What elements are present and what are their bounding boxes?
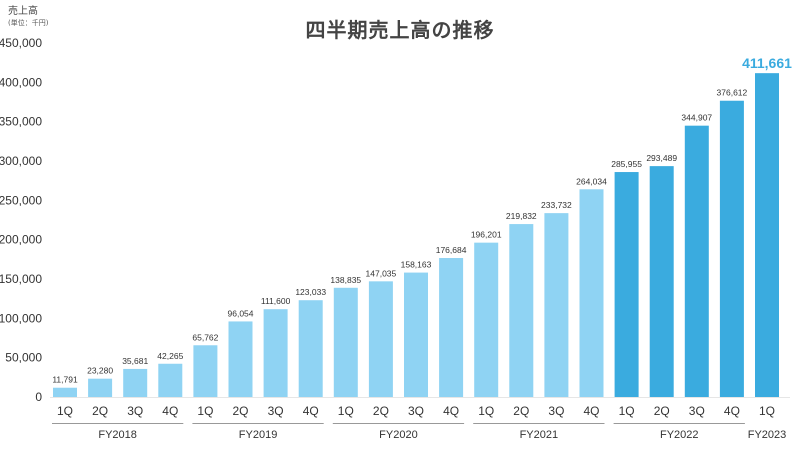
value-label: 35,681 <box>122 356 148 366</box>
y-tick-label: 250,000 <box>0 193 42 207</box>
bar <box>649 166 674 397</box>
category-label: 4Q <box>303 404 319 418</box>
bar <box>298 300 323 397</box>
y-axis-unit: (単位：千円) <box>8 18 49 27</box>
y-tick-label: 350,000 <box>0 115 42 129</box>
bar <box>88 378 113 397</box>
category-label: 2Q <box>92 404 108 418</box>
bar <box>684 125 709 397</box>
category-label: 3Q <box>268 404 284 418</box>
category-label: 2Q <box>232 404 248 418</box>
value-label: 285,955 <box>611 159 642 169</box>
category-label: 3Q <box>689 404 705 418</box>
category-label: 4Q <box>443 404 459 418</box>
category-label: 1Q <box>197 404 213 418</box>
y-tick-label: 300,000 <box>0 154 42 168</box>
bar <box>263 309 288 397</box>
category-label: 4Q <box>724 404 740 418</box>
value-label: 23,280 <box>87 366 113 376</box>
category-label: 4Q <box>583 404 599 418</box>
value-label: 293,489 <box>646 153 677 163</box>
bar <box>53 387 77 397</box>
value-label: 376,612 <box>717 88 748 98</box>
fiscal-year-label: FY2019 <box>239 429 278 441</box>
bar <box>193 345 218 397</box>
y-tick-label: 450,000 <box>0 36 42 50</box>
value-label: 138,835 <box>330 275 361 285</box>
bar <box>158 363 183 397</box>
value-label: 96,054 <box>228 308 254 318</box>
chart-title: 四半期売上高の推移 <box>305 18 495 42</box>
fiscal-year-label: FY2023 <box>748 429 787 441</box>
category-label: 1Q <box>619 404 635 418</box>
value-label: 344,907 <box>681 113 712 123</box>
category-label: 1Q <box>57 404 73 418</box>
fiscal-year-label: FY2018 <box>98 429 137 441</box>
value-label: 219,832 <box>506 211 537 221</box>
value-label: 158,163 <box>401 260 432 270</box>
y-tick-label: 150,000 <box>0 272 42 286</box>
bar <box>579 189 604 397</box>
value-label: 111,600 <box>261 296 291 306</box>
category-label: 3Q <box>548 404 564 418</box>
category-label: 2Q <box>654 404 670 418</box>
bar <box>509 224 534 397</box>
value-label: 233,732 <box>541 200 572 210</box>
value-label: 176,684 <box>436 245 467 255</box>
y-tick-label: 200,000 <box>0 233 42 247</box>
category-label: 4Q <box>162 404 178 418</box>
y-tick-label: 100,000 <box>0 311 42 325</box>
value-label-latest: 411,661 <box>742 55 792 71</box>
fiscal-year-label: FY2021 <box>520 429 559 441</box>
bar <box>228 321 253 397</box>
bar <box>333 287 358 397</box>
value-label: 42,265 <box>157 351 183 361</box>
category-label: 3Q <box>408 404 424 418</box>
y-tick-label: 0 <box>35 390 42 404</box>
bar <box>719 100 744 397</box>
category-label: 1Q <box>478 404 494 418</box>
bar <box>123 368 148 397</box>
fiscal-year-label: FY2022 <box>660 429 699 441</box>
category-label: 1Q <box>759 404 775 418</box>
value-label: 147,035 <box>366 268 397 278</box>
value-label: 196,201 <box>471 230 502 240</box>
value-label: 65,762 <box>192 332 218 342</box>
fiscal-year-label: FY2020 <box>379 429 418 441</box>
category-label: 1Q <box>338 404 354 418</box>
y-tick-label: 400,000 <box>0 75 42 89</box>
value-label: 123,033 <box>295 287 326 297</box>
category-label: 2Q <box>513 404 529 418</box>
bar <box>474 242 499 397</box>
value-label: 264,034 <box>576 176 607 186</box>
category-label: 3Q <box>127 404 143 418</box>
bar <box>439 258 464 397</box>
bar <box>614 172 639 397</box>
category-label: 2Q <box>373 404 389 418</box>
y-tick-label: 50,000 <box>5 351 42 365</box>
bar <box>755 73 779 398</box>
value-label: 11,791 <box>52 375 78 385</box>
bar <box>404 272 428 397</box>
y-axis-unit-label: 売上高 (単位：千円) <box>8 6 48 27</box>
bar <box>544 213 569 397</box>
y-axis-title: 売上高 <box>8 6 38 17</box>
bar <box>368 281 393 397</box>
